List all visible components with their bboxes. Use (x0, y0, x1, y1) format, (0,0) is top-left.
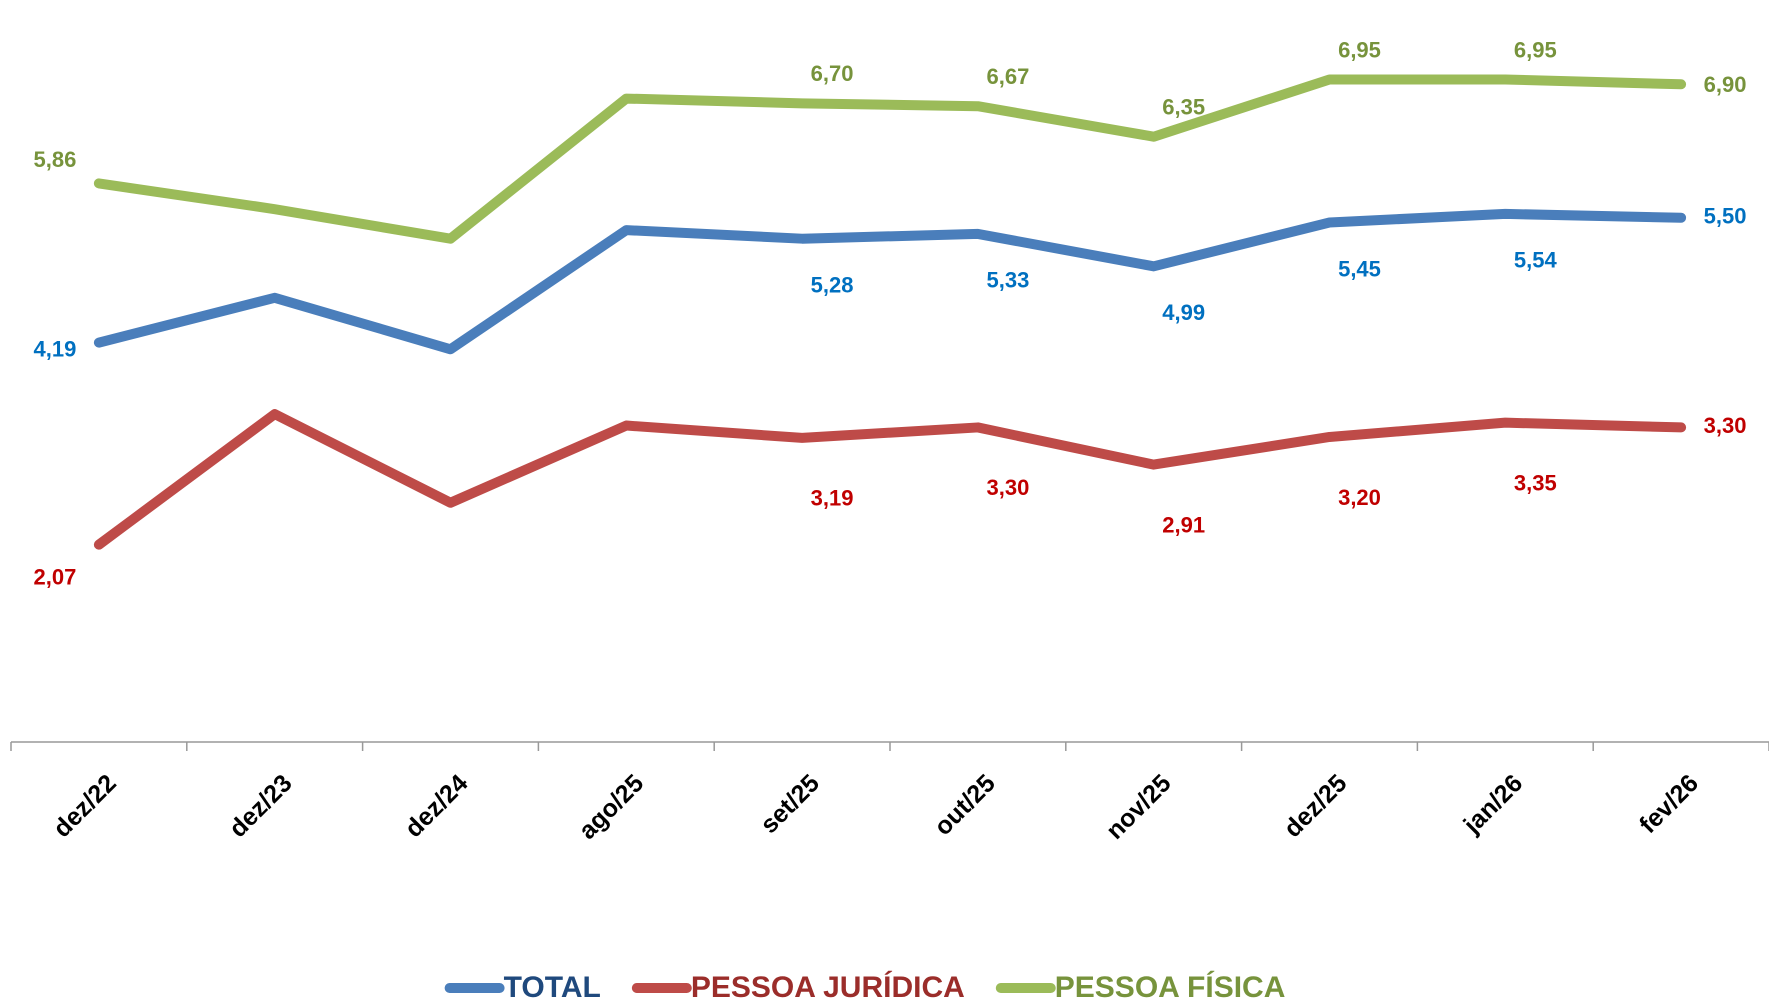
data-label: 6,90 (1704, 72, 1747, 97)
x-tick-label: dez/24 (400, 769, 474, 843)
data-label: 6,67 (986, 64, 1029, 89)
data-label: 4,99 (1162, 300, 1205, 325)
data-label: 3,35 (1514, 470, 1557, 495)
x-tick-label: ago/25 (573, 769, 649, 845)
x-tick-label: nov/25 (1101, 769, 1177, 845)
legend-label: PESSOA FÍSICA (1055, 970, 1286, 1004)
data-label: 2,91 (1162, 512, 1205, 537)
data-label: 4,19 (33, 336, 76, 361)
data-label: 6,95 (1338, 37, 1381, 62)
legend-label: TOTAL (504, 971, 601, 1004)
data-label: 6,70 (811, 61, 854, 86)
x-tick-label: fev/26 (1634, 769, 1704, 839)
data-label: 5,50 (1704, 204, 1747, 229)
x-tick-label: dez/22 (48, 769, 122, 843)
series-line (93, 409, 1687, 550)
data-label: 5,33 (986, 268, 1029, 293)
data-label: 3,30 (986, 475, 1029, 500)
x-tick-label: dez/25 (1279, 769, 1353, 843)
series-line (93, 208, 1687, 355)
data-label: 6,35 (1162, 95, 1205, 120)
x-tick-label: set/25 (755, 769, 825, 839)
data-label: 5,28 (811, 273, 854, 298)
x-tick-label: jan/26 (1458, 769, 1529, 840)
x-tick-label: out/25 (929, 769, 1001, 841)
data-label: 3,30 (1704, 413, 1747, 438)
data-label: 5,54 (1514, 248, 1558, 273)
legend: TOTAL PESSOA JURÍDICA PESSOA FÍSICA (444, 970, 1286, 1004)
series-line (93, 74, 1687, 244)
data-label: 2,07 (33, 564, 76, 589)
data-label: 3,19 (811, 486, 854, 511)
x-tick-label: dez/23 (224, 769, 298, 843)
data-label: 3,20 (1338, 485, 1381, 510)
data-label: 5,45 (1338, 256, 1381, 281)
data-label: 5,86 (33, 147, 76, 172)
legend-label: PESSOA JURÍDICA (691, 970, 965, 1004)
data-label: 6,95 (1514, 37, 1557, 62)
